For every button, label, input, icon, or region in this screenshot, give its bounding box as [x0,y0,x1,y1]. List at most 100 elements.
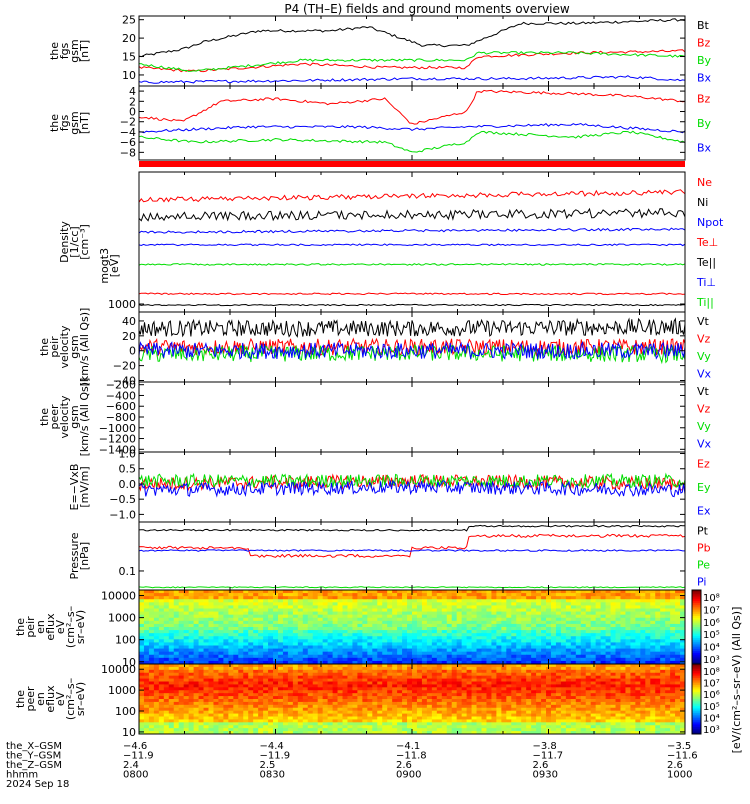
spectrogram-cell [531,648,537,653]
spectrogram-cell [367,605,373,609]
spectrogram-cell [332,690,338,694]
spectrogram-cell [412,642,418,646]
spectrogram-cell [431,704,438,709]
spectrogram-cell [630,639,636,643]
spectrogram-cell [143,710,150,714]
spectrogram-cell [655,617,661,622]
spectrogram-cell [610,627,616,631]
spectrogram-cell [516,623,522,628]
spectrogram-cell [302,684,309,688]
spectrogram-cell [347,636,353,640]
spectrogram-cell [223,617,229,622]
spectrogram-cell [332,605,338,609]
spectrogram-cell [193,590,199,594]
spectrogram-cell [670,678,676,682]
spectrogram-cell [506,664,512,668]
spectrogram-cell [595,666,602,671]
spectrogram-cell [382,611,388,616]
spectrogram-cell [471,704,477,709]
spectrogram-cell [248,719,254,723]
spectrogram-cell [630,617,636,622]
spectrogram-cell [372,599,378,603]
spectrogram-cell [382,617,388,622]
spectrogram-cell [496,645,502,649]
spectrogram-cell [580,648,587,653]
spectrogram-cell [506,716,512,720]
spectrogram-cell [268,645,274,649]
spectrogram-cell [550,669,557,674]
spectrogram-cell [451,596,458,600]
spectrogram-cell [461,630,467,634]
spectrogram-cell [466,651,472,656]
spectrogram-cell [377,614,383,619]
spectrogram-cell [590,636,597,640]
spectrogram-cell [640,687,646,691]
spectrogram-cell [585,602,592,606]
spectrogram-cell [163,678,170,682]
spectrogram-cell [238,593,244,597]
spectrogram-cell [620,602,626,606]
spectrogram-cell [337,684,343,688]
spectrogram-cell [600,602,606,606]
spectrogram-cell [546,675,552,679]
spectrogram-cell [486,633,492,637]
spectrogram-cell [501,620,507,625]
spectrogram-cell [575,633,582,637]
spectrogram-cell [431,611,438,616]
spectrogram-cell [570,651,577,656]
spectrogram-cell [158,617,165,622]
spectrogram-cell [546,596,552,600]
spectrogram-cell [466,666,472,671]
spectrogram-cell [675,639,681,643]
spectrogram-cell [416,666,423,671]
spectrogram-cell [615,623,621,628]
spectrogram-cell [312,630,319,634]
spectrogram-cell [302,696,309,700]
spectrogram-cell [163,639,170,643]
spectrogram-cell [416,713,423,717]
spectrogram-cell [501,672,507,677]
spectrogram-cell [560,636,567,640]
spectrogram-cell [605,681,611,685]
spectrogram-cell [327,684,333,688]
spectrogram-cell [402,596,408,600]
spectrogram-cell [680,710,686,714]
spectrogram-cell [555,614,562,619]
spectrogram-cell [248,713,254,717]
spectrogram-cell [635,614,641,619]
spectrogram-cell [292,687,299,691]
spectrogram-cell [565,666,572,671]
spectrogram-cell [456,627,463,631]
spectrogram-cell [441,623,448,628]
spectrogram-cell [282,617,289,622]
spectrogram-cell [282,645,289,649]
spectrogram-cell [491,602,497,606]
spectrogram-cell [203,605,209,609]
spectrogram-cell [302,620,309,625]
spectrogram-cell [426,645,433,649]
spectrogram-cell [550,633,557,637]
spectrogram-cell [238,614,244,619]
spectrogram-cell [620,620,626,625]
spectrogram-cell [660,630,666,634]
spectrogram-cell [173,660,180,665]
spectrogram-cell [243,654,249,659]
spectrogram-cell [198,660,204,665]
spectrogram-cell [491,654,497,659]
spectrogram-cell [287,681,294,685]
spectrogram-cell [670,633,676,637]
spectrogram-cell [521,710,527,714]
spectrogram-cell [665,605,671,609]
spectrogram-cell [615,599,621,603]
spectrogram-cell [680,590,686,594]
spectrogram-cell [277,620,284,625]
spectrogram-cell [143,725,150,729]
spectrogram-cell [645,623,651,628]
spectrogram-cell [362,623,368,628]
spectrogram-cell [218,664,224,668]
spectrogram-cell [605,696,611,700]
spectrogram-cell [501,666,507,671]
spectrogram-cell [496,654,502,659]
spectrogram-cell [178,645,185,649]
spectrogram-cell [625,699,631,703]
